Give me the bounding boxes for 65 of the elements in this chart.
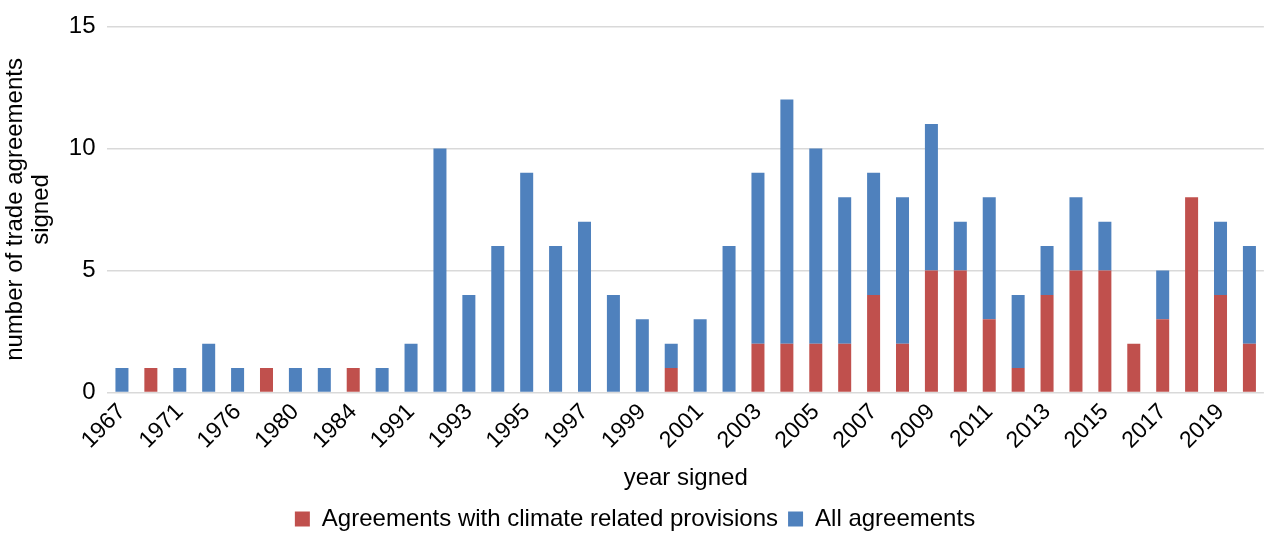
- bar: [635, 319, 649, 392]
- bar: [375, 368, 389, 392]
- bar: [259, 368, 273, 392]
- legend-label: All agreements: [815, 503, 976, 531]
- bar: [722, 246, 736, 392]
- bar: [317, 368, 331, 392]
- bar: [809, 343, 823, 392]
- y-tick-label: 0: [82, 377, 96, 405]
- bar: [1011, 294, 1025, 369]
- bar: [1098, 270, 1112, 392]
- bar: [780, 343, 794, 392]
- bar: [953, 270, 967, 392]
- bar: [693, 319, 707, 392]
- bar: [924, 124, 938, 271]
- bar: [288, 368, 302, 392]
- bar: [838, 197, 852, 344]
- x-axis-title: year signed: [623, 463, 748, 491]
- bar: [520, 172, 534, 392]
- bar: [1069, 270, 1083, 392]
- bar: [144, 368, 158, 392]
- bar: [433, 148, 447, 392]
- bar: [1242, 246, 1256, 344]
- bar: [896, 343, 910, 392]
- bar: [1069, 197, 1083, 271]
- bar: [780, 99, 794, 344]
- y-tick-label: 5: [82, 255, 96, 283]
- bar: [1214, 221, 1228, 295]
- bar: [491, 246, 505, 392]
- bar: [549, 246, 563, 392]
- bar: [953, 221, 967, 271]
- bar: [606, 294, 620, 392]
- bar: [578, 221, 592, 392]
- bar: [867, 294, 881, 392]
- bar: [751, 172, 765, 344]
- bar: [924, 270, 938, 392]
- bar: [982, 319, 996, 392]
- bar: [1156, 319, 1170, 392]
- bar: [664, 368, 678, 392]
- bar: [1242, 343, 1256, 392]
- bar: [896, 197, 910, 344]
- y-axis-title: number of trade agreements signed: [0, 58, 54, 361]
- bar: [751, 343, 765, 392]
- bar: [867, 172, 881, 295]
- bar: [809, 148, 823, 344]
- bar: [1214, 294, 1228, 392]
- bar: [231, 368, 245, 392]
- bar: [1127, 343, 1141, 392]
- bar: [1040, 294, 1054, 392]
- bar: [1156, 270, 1170, 320]
- bar: [982, 197, 996, 320]
- legend-label: Agreements with climate related provisions: [321, 503, 779, 531]
- bar: [202, 343, 216, 392]
- bar: [404, 343, 418, 392]
- bar: [115, 368, 129, 392]
- y-tick-label: 15: [68, 11, 96, 39]
- bar: [1098, 221, 1112, 271]
- bar: [838, 343, 852, 392]
- bar: [1185, 197, 1199, 392]
- bar: [664, 343, 678, 369]
- bar: [1040, 246, 1054, 295]
- bar: [462, 294, 476, 392]
- bar: [346, 368, 360, 392]
- bar: [173, 368, 187, 392]
- bar: [1011, 368, 1025, 392]
- y-tick-label: 10: [68, 133, 96, 161]
